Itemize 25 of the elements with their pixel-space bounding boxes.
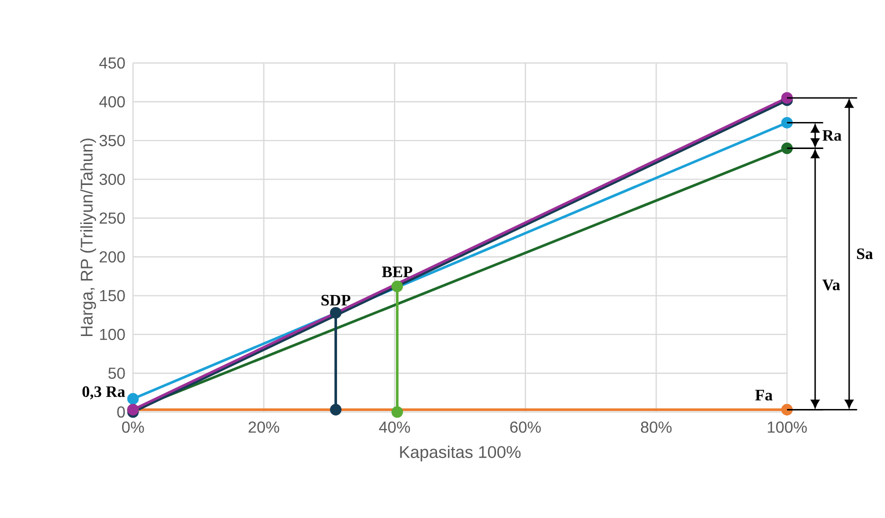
annotation: SDP bbox=[322, 294, 350, 306]
y-tick-label: 150 bbox=[100, 290, 125, 302]
annotation: Fa bbox=[755, 390, 772, 400]
y-tick-label: 400 bbox=[99, 96, 125, 108]
text: Ra bbox=[822, 130, 842, 141]
x-tick-label: 80% bbox=[640, 422, 672, 433]
y-tick-label: 250 bbox=[100, 212, 125, 224]
x-tick-label: 60% bbox=[510, 422, 541, 433]
y-tick-label: 350 bbox=[99, 134, 125, 146]
y-tick-label: 300 bbox=[99, 174, 125, 185]
y-tick-label: 450 bbox=[99, 57, 125, 69]
annotation: 0,3 Ra bbox=[82, 386, 126, 400]
y-tick-label: 0 bbox=[117, 406, 125, 418]
y-tick-label: 200 bbox=[100, 251, 125, 263]
x-tick-label: 20% bbox=[248, 422, 280, 433]
x-tick-label: 100% bbox=[768, 422, 807, 433]
y-tick-label: 100 bbox=[100, 328, 125, 340]
x-axis-title: Kapasitas 100% bbox=[400, 446, 521, 462]
text: Va bbox=[822, 280, 840, 290]
x-tick-label: 0% bbox=[122, 422, 144, 433]
x-tick-label: 40% bbox=[379, 422, 410, 433]
text: Sa bbox=[857, 248, 873, 260]
annotation: BEP bbox=[382, 266, 412, 278]
y-tick-label: 50 bbox=[108, 368, 125, 379]
y-axis-title: Harga, RP (Triliyun/Tahun) bbox=[80, 138, 96, 336]
